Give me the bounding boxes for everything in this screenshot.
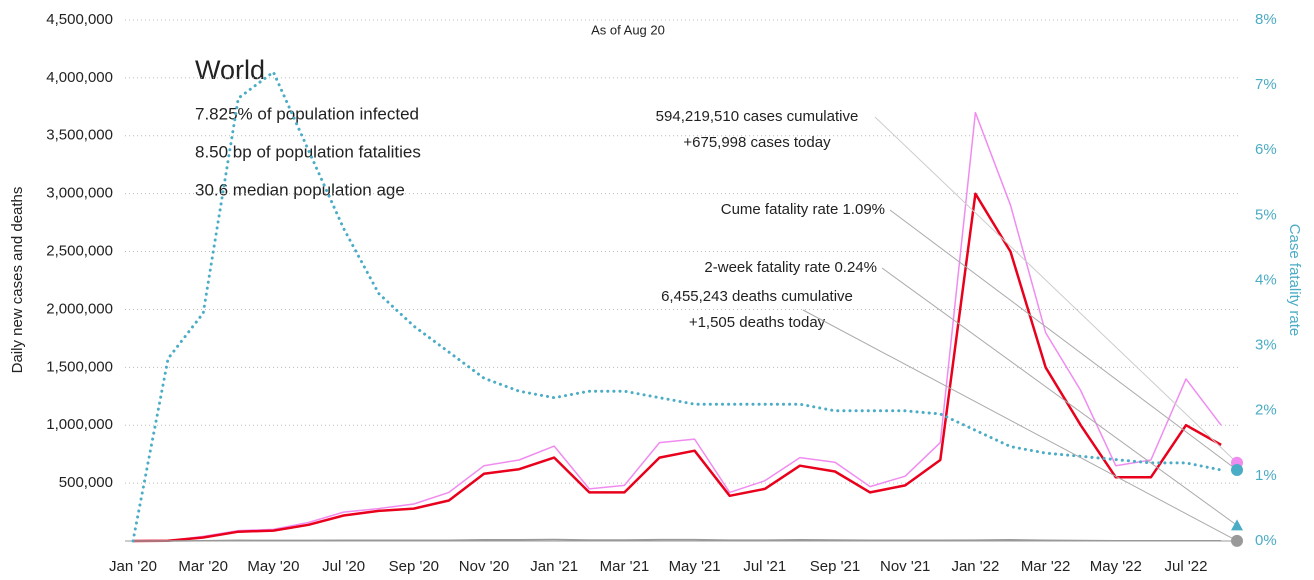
annotation: Cume fatality rate 1.09% (721, 201, 885, 218)
x-tick-label: Jul '21 (743, 558, 786, 575)
y2-tick-label: 0% (1255, 532, 1277, 549)
leader-line (802, 309, 1238, 542)
y-tick-label: 4,500,000 (46, 11, 113, 28)
x-tick-label: Jan '22 (951, 558, 999, 575)
x-tick-label: Jan '21 (530, 558, 578, 575)
x-tick-label: Nov '21 (880, 558, 930, 575)
y2-tick-label: 1% (1255, 467, 1277, 484)
y2-tick-label: 6% (1255, 141, 1277, 158)
leader-line (889, 209, 1238, 471)
series-line (132, 192, 1222, 543)
x-tick-label: Jan '20 (109, 558, 157, 575)
series-line (133, 538, 1222, 542)
y2-axis-title: Case fatality rate (1286, 224, 1303, 337)
y-tick-label: 500,000 (59, 474, 113, 491)
annotation: +675,998 cases today (683, 134, 831, 151)
y-tick-label: 1,000,000 (46, 416, 113, 433)
y2-tick-label: 4% (1255, 271, 1277, 288)
x-tick-label: Mar '20 (178, 558, 228, 575)
annotation: 2-week fatality rate 0.24% (704, 259, 877, 276)
end-marker (1231, 519, 1243, 531)
x-tick-label: Jul '20 (322, 558, 365, 575)
end-marker (1231, 464, 1243, 477)
y-tick-label: 2,500,000 (46, 243, 113, 260)
y-tick-label: 3,000,000 (46, 185, 113, 202)
x-tick-label: Mar '21 (600, 558, 650, 575)
annotation: +1,505 deaths today (689, 314, 826, 331)
y2-tick-label: 2% (1255, 402, 1277, 419)
y-tick-label: 3,500,000 (46, 127, 113, 144)
y2-tick-label: 7% (1255, 76, 1277, 93)
leader-line (874, 116, 1238, 464)
x-tick-label: Sep '21 (810, 558, 860, 575)
x-tick-label: May '21 (669, 558, 721, 575)
series-line (131, 70, 1223, 543)
y-axis-title: Daily new cases and deaths (9, 187, 26, 374)
y-tick-label: 1,500,000 (46, 358, 113, 375)
series-line (132, 111, 1222, 542)
x-tick-label: Sep '20 (389, 558, 439, 575)
x-tick-label: Jul '22 (1165, 558, 1208, 575)
y2-tick-label: 3% (1255, 337, 1277, 354)
y-tick-label: 2,000,000 (46, 300, 113, 317)
stat: 7.825% of population infected (195, 104, 419, 123)
y2-tick-label: 8% (1255, 11, 1277, 28)
x-tick-label: Mar '22 (1021, 558, 1071, 575)
stat: 30.6 median population age (195, 180, 405, 199)
heading: World (195, 55, 265, 85)
x-tick-label: May '22 (1090, 558, 1142, 575)
y2-tick-label: 5% (1255, 206, 1277, 223)
x-tick-label: May '20 (247, 558, 299, 575)
x-tick-label: Nov '20 (459, 558, 509, 575)
chart-title: As of Aug 20 (591, 22, 665, 37)
annotation: 594,219,510 cases cumulative (656, 108, 859, 125)
y-tick-label: 4,000,000 (46, 69, 113, 86)
annotation: 6,455,243 deaths cumulative (661, 288, 853, 305)
leader-line (881, 267, 1238, 526)
end-marker (1231, 534, 1243, 547)
